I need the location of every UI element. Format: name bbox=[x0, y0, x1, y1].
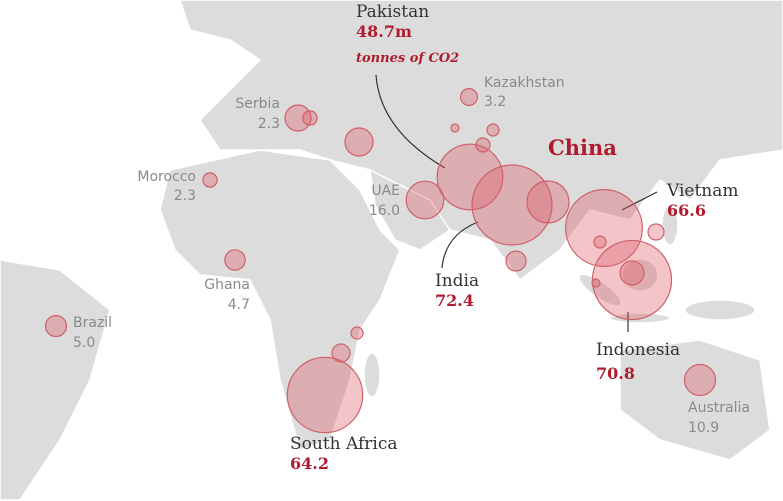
country-name: UAE bbox=[371, 183, 400, 199]
country-name: Kazakhstan bbox=[484, 75, 565, 91]
country-value: 3.2 bbox=[484, 94, 506, 110]
country-value: 70.8 bbox=[596, 364, 635, 383]
madagascar bbox=[363, 352, 381, 398]
bubble bbox=[224, 249, 246, 271]
bubble bbox=[302, 110, 318, 126]
country-value: 10.9 bbox=[688, 420, 719, 436]
country-value: 72.4 bbox=[435, 291, 474, 310]
africa bbox=[159, 149, 401, 451]
arabia bbox=[369, 168, 452, 251]
country-value: 2.3 bbox=[258, 116, 280, 132]
bubble bbox=[286, 356, 364, 434]
unit-label: tonnes of CO2 bbox=[356, 51, 459, 66]
bubble bbox=[593, 235, 607, 249]
new-guinea bbox=[684, 299, 756, 321]
bubble bbox=[471, 164, 553, 246]
country-name: Ghana bbox=[204, 277, 250, 293]
unlabeled-bubbles bbox=[284, 104, 665, 363]
bubble bbox=[505, 250, 527, 272]
bubble bbox=[436, 143, 504, 211]
country-value: 4.7 bbox=[228, 297, 250, 313]
bubble bbox=[647, 223, 665, 241]
bubble bbox=[202, 172, 218, 188]
bubble bbox=[350, 326, 364, 340]
highlight-label: China bbox=[548, 135, 617, 160]
bubble bbox=[405, 180, 445, 220]
bubble bbox=[486, 123, 500, 137]
country-name: Indonesia bbox=[596, 340, 680, 360]
country-value: 66.6 bbox=[667, 201, 706, 220]
philippines bbox=[661, 204, 679, 246]
leader-line bbox=[375, 74, 446, 169]
country-name: South Africa bbox=[290, 434, 398, 454]
country-name: Morocco bbox=[137, 169, 196, 185]
bubble bbox=[344, 127, 374, 157]
leader-line bbox=[441, 221, 479, 269]
country-value: 48.7m bbox=[356, 22, 412, 41]
leader-line bbox=[621, 191, 658, 211]
australia bbox=[619, 339, 771, 461]
country-name: Vietnam bbox=[666, 181, 739, 201]
country-name: Serbia bbox=[235, 96, 280, 112]
country-value: 16.0 bbox=[369, 203, 400, 219]
country-name: Brazil bbox=[73, 315, 112, 331]
country-value: 2.3 bbox=[174, 188, 196, 204]
bubble bbox=[331, 343, 351, 363]
country-name: Pakistan bbox=[356, 2, 429, 22]
leader-lines bbox=[375, 74, 658, 332]
bubble bbox=[619, 260, 645, 286]
java bbox=[609, 312, 671, 324]
bubble bbox=[683, 363, 717, 397]
bubble bbox=[459, 87, 479, 107]
bubble bbox=[44, 314, 68, 338]
country-name: India bbox=[435, 271, 479, 291]
country-value: 5.0 bbox=[73, 335, 95, 351]
bubbles bbox=[44, 87, 717, 434]
bubble bbox=[591, 239, 673, 321]
bubble bbox=[450, 123, 460, 133]
bubble bbox=[284, 104, 312, 132]
borneo bbox=[621, 258, 659, 292]
country-value: 64.2 bbox=[290, 454, 329, 473]
bubble bbox=[565, 189, 643, 267]
south-america bbox=[0, 259, 111, 501]
sumatra bbox=[578, 273, 622, 307]
country-name: Australia bbox=[688, 400, 750, 416]
